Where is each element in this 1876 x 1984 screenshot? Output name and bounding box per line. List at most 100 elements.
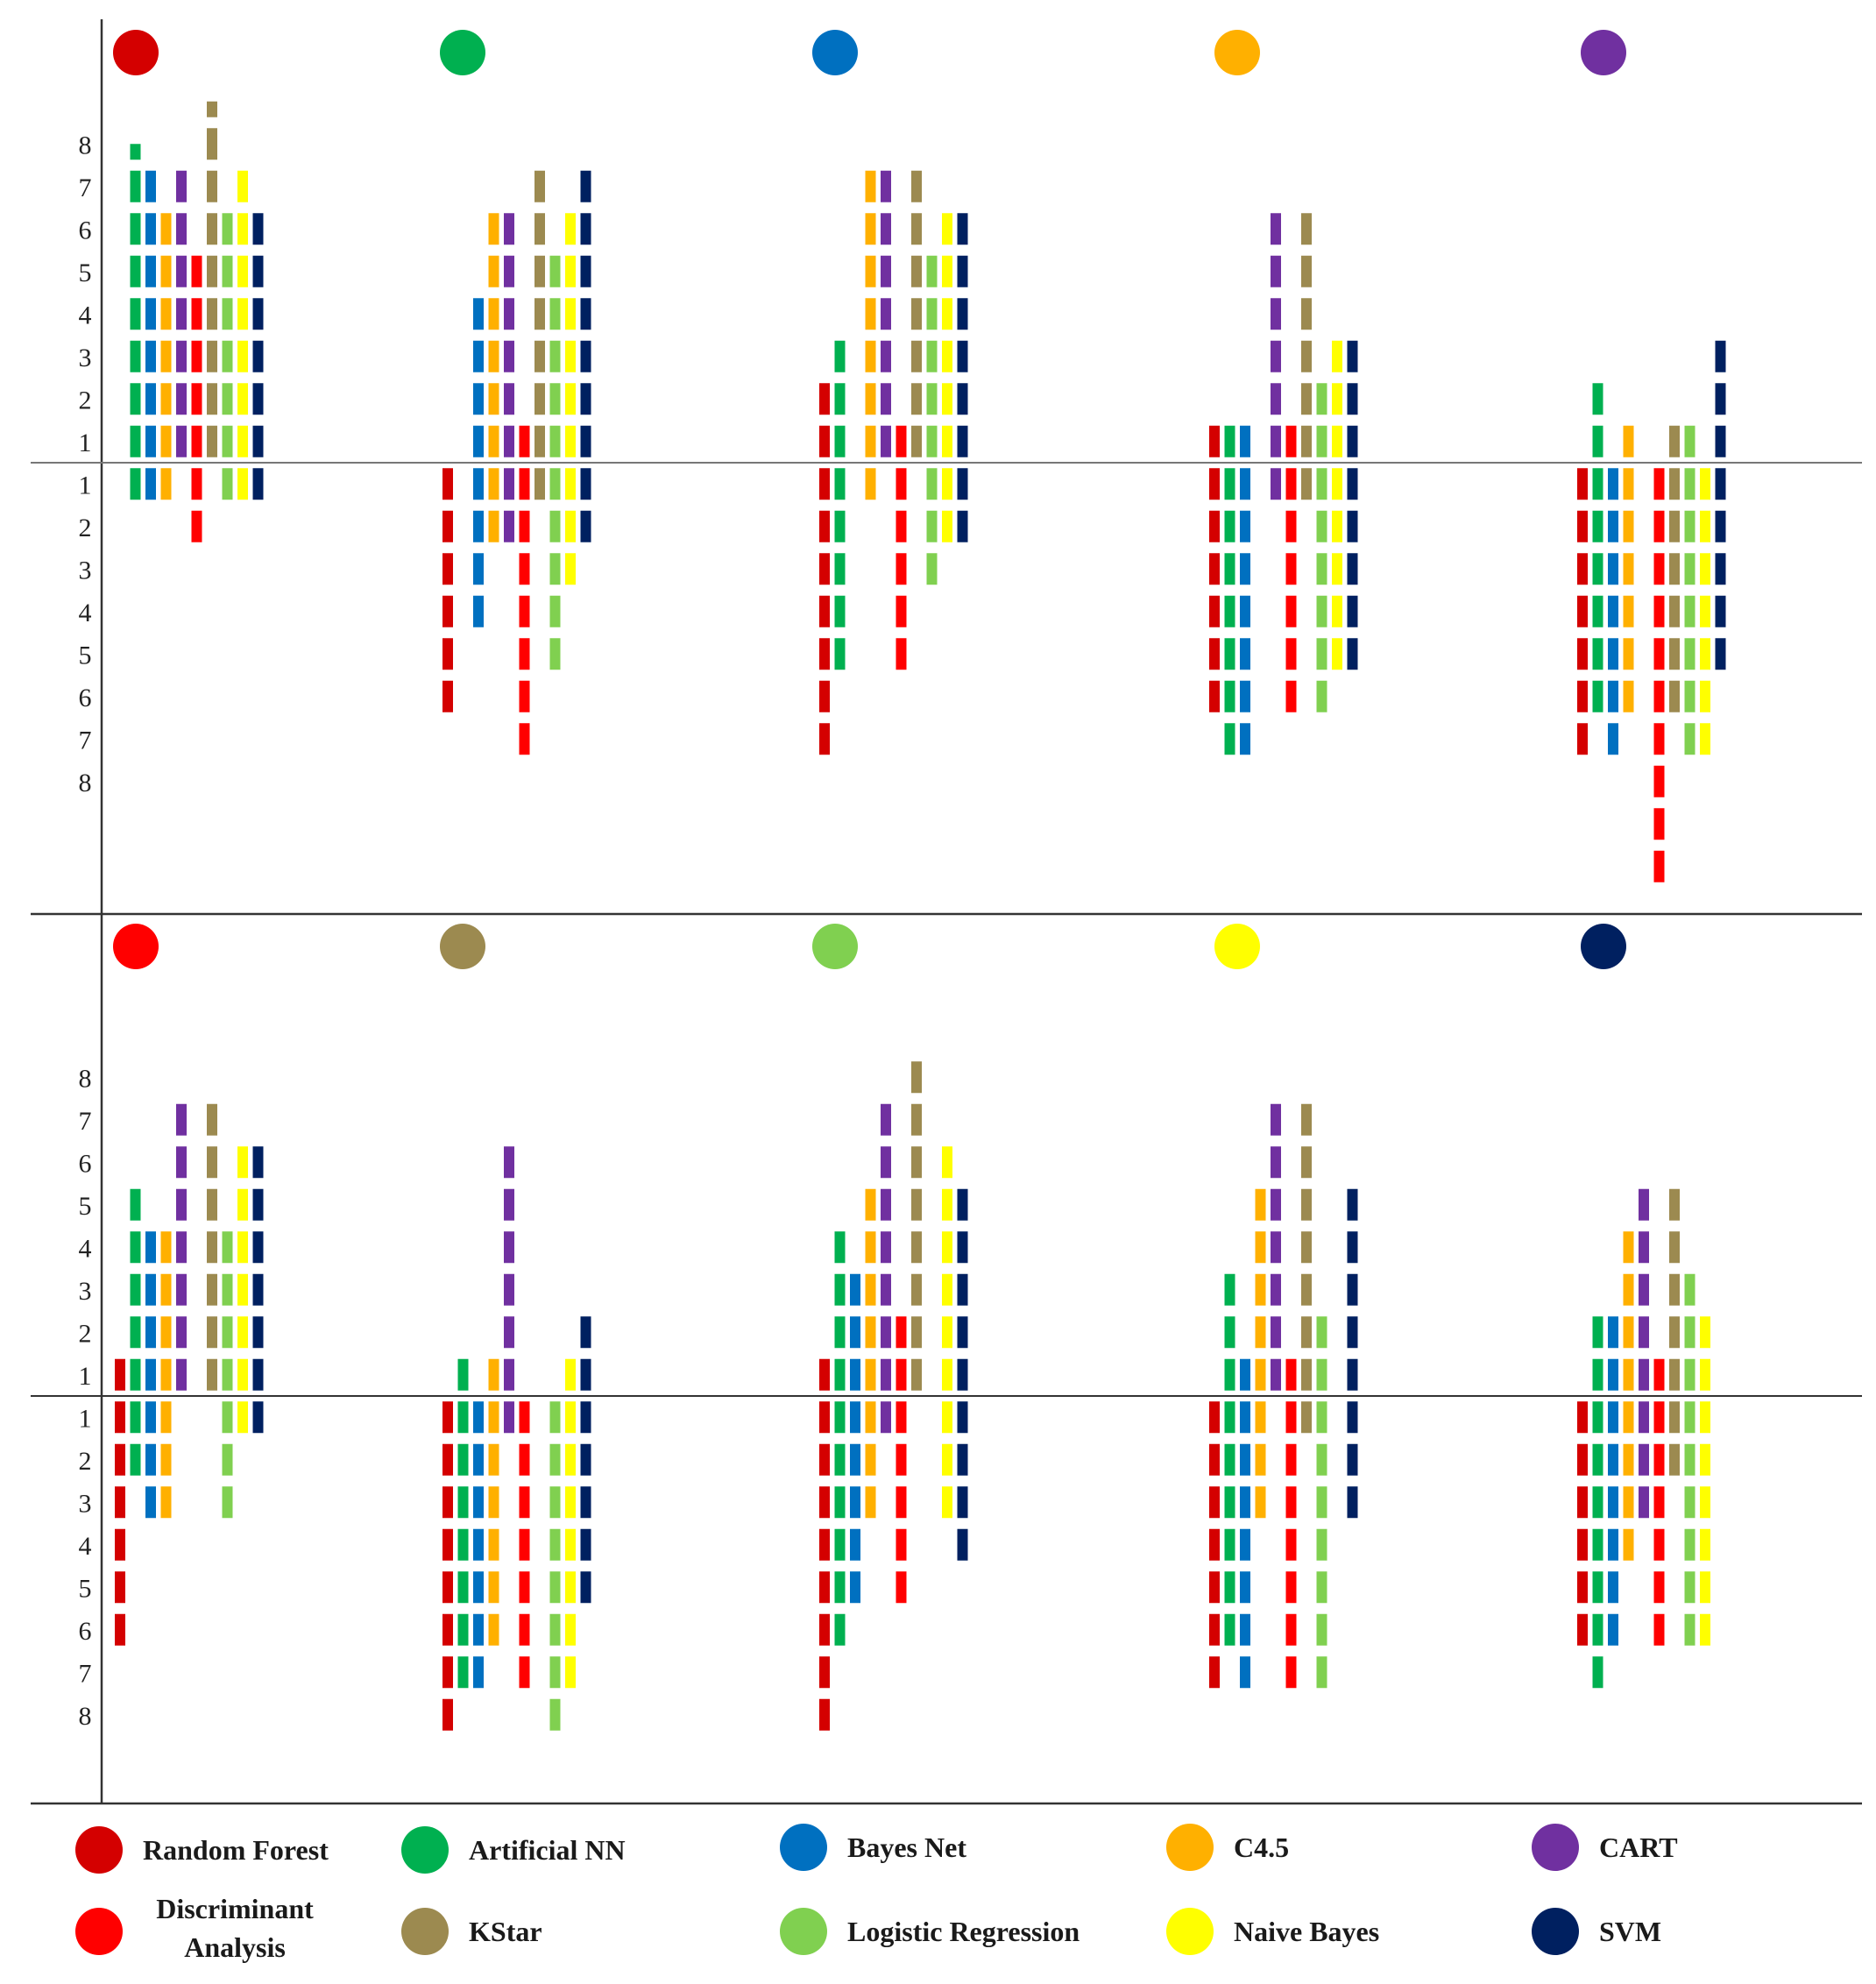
bar-down-rf xyxy=(1577,1401,1588,1434)
bar-down-nb xyxy=(1332,638,1342,670)
bar-up-nb xyxy=(1332,383,1342,415)
bar-up-ks xyxy=(911,255,922,287)
bar-down-svm xyxy=(1347,468,1358,500)
bar-up-rf xyxy=(819,425,830,457)
bar-up-ks xyxy=(1301,1231,1312,1264)
bar-up-cart xyxy=(176,170,187,202)
legend-swatch-ann xyxy=(401,1826,449,1874)
bar-down-rf xyxy=(442,1443,453,1476)
bar-up-nb xyxy=(237,1231,248,1264)
bar-down-ann xyxy=(130,1401,141,1434)
bar-up-ann xyxy=(1224,1273,1235,1306)
bar-up-ks xyxy=(1669,1273,1680,1306)
bar-up-ks xyxy=(1301,1273,1312,1306)
bar-up-ks xyxy=(911,383,922,415)
bar-up-cart xyxy=(504,1316,514,1349)
y-tick-up: 7 xyxy=(79,1107,92,1136)
bar-up-c45 xyxy=(160,1231,172,1264)
bar-down-bn xyxy=(1608,1528,1618,1561)
bar-up-ks xyxy=(534,383,545,415)
bar-up-lr xyxy=(926,340,938,372)
bar-down-ks xyxy=(1669,468,1680,500)
bar-up-nb xyxy=(237,298,248,330)
legend-label-da: Discriminant xyxy=(156,1893,314,1924)
bar-up-cart xyxy=(1271,1188,1281,1221)
chart-frame xyxy=(31,19,1862,1805)
bar-down-lr xyxy=(222,468,233,500)
bar-up-lr xyxy=(222,255,233,287)
bar-down-c45 xyxy=(1623,680,1634,712)
bar-up-nb xyxy=(942,298,952,330)
bar-down-svm xyxy=(1347,1486,1358,1519)
bar-down-rf xyxy=(1577,510,1588,542)
bar-up-svm xyxy=(252,1316,264,1349)
bar-down-da xyxy=(896,638,907,670)
bar-down-da xyxy=(896,595,907,627)
bar-up-cart xyxy=(1271,1103,1281,1136)
bar-down-da xyxy=(1653,850,1665,882)
y-tick-up: 4 xyxy=(79,1234,92,1263)
bar-down-da xyxy=(519,595,530,627)
bar-up-da xyxy=(896,425,907,457)
bar-down-da xyxy=(519,1613,530,1646)
bar-up-svm xyxy=(957,1273,968,1306)
bar-down-lr xyxy=(222,1443,233,1476)
bar-down-lr xyxy=(549,1571,561,1604)
bar-down-bn xyxy=(1608,468,1618,500)
bar-down-ks xyxy=(1669,553,1680,585)
bar-up-ann xyxy=(834,1358,846,1391)
bar-down-rf xyxy=(1577,638,1588,670)
bar-up-svm xyxy=(580,170,591,202)
bar-down-ann xyxy=(1592,553,1603,585)
bar-down-bn xyxy=(1240,723,1250,755)
bar-down-lr xyxy=(1316,1613,1327,1646)
bar-up-nb xyxy=(237,255,248,287)
bar-down-da xyxy=(1285,553,1297,585)
bar-down-rf xyxy=(442,1698,453,1731)
bar-down-lr xyxy=(549,1401,561,1434)
bar-up-svm xyxy=(1347,1188,1358,1221)
bar-up-lr xyxy=(222,1273,233,1306)
legend-label-ann: Artificial NN xyxy=(469,1834,626,1866)
bar-down-nb xyxy=(1332,510,1342,542)
bar-down-da xyxy=(1285,1401,1297,1434)
bar-up-ks xyxy=(534,298,545,330)
bar-down-bn xyxy=(1608,553,1618,585)
bar-up-lr xyxy=(549,425,561,457)
bar-down-nb xyxy=(1700,1443,1710,1476)
bar-up-ks xyxy=(1669,1188,1680,1221)
bar-down-bn xyxy=(1608,638,1618,670)
bar-down-bn xyxy=(1240,680,1250,712)
y-tick-up: 3 xyxy=(79,1277,92,1306)
bar-up-c45 xyxy=(160,1273,172,1306)
bar-down-bn xyxy=(473,468,484,500)
bar-up-cart xyxy=(504,425,514,457)
bar-up-c45 xyxy=(865,1273,876,1306)
bar-down-c45 xyxy=(1623,510,1634,542)
bar-down-lr xyxy=(1684,1443,1695,1476)
bar-down-lr xyxy=(549,1656,561,1689)
bar-down-ann xyxy=(1224,595,1235,627)
bar-down-lr xyxy=(1316,1401,1327,1434)
bar-up-ann xyxy=(130,1188,141,1221)
bar-down-rf xyxy=(1577,595,1588,627)
bar-up-ann xyxy=(130,383,141,415)
bar-up-cart xyxy=(1271,383,1281,415)
y-tick-down: 7 xyxy=(79,726,92,755)
bar-down-lr xyxy=(549,1486,561,1519)
bar-down-c45 xyxy=(1623,1486,1634,1519)
bar-up-svm xyxy=(1715,383,1726,415)
bar-down-bn xyxy=(1608,1571,1618,1604)
bar-down-ks xyxy=(1301,1401,1312,1434)
bar-up-nb xyxy=(1332,425,1342,457)
bar-down-svm xyxy=(1347,1401,1358,1434)
bar-up-svm xyxy=(1347,383,1358,415)
bar-down-ann xyxy=(1592,1486,1603,1519)
bar-down-bn xyxy=(1240,595,1250,627)
y-tick-up: 1 xyxy=(79,429,92,457)
bar-up-nb xyxy=(942,213,952,245)
bar-up-c45 xyxy=(160,425,172,457)
bar-down-lr xyxy=(1684,510,1695,542)
bar-up-nb xyxy=(942,1358,952,1391)
bar-down-ks xyxy=(1301,468,1312,500)
